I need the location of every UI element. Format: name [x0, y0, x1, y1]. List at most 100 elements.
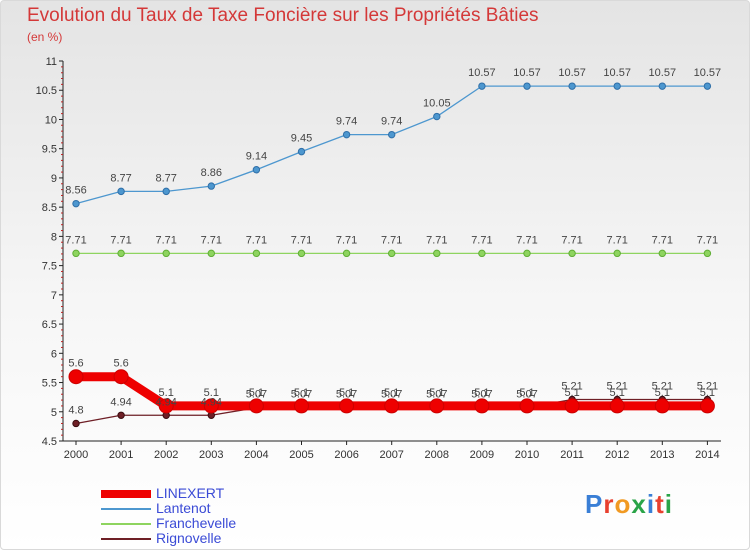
data-label-franchevelle: 7.71: [155, 234, 176, 246]
data-label-linexert: 5.1: [204, 387, 219, 399]
data-label-rignovelle: 4.94: [201, 396, 222, 408]
data-label-lantenot: 10.57: [513, 67, 541, 79]
x-tick-label: 2011: [560, 449, 584, 461]
data-label-linexert: 5.1: [159, 387, 174, 399]
data-label-lantenot: 8.77: [155, 172, 176, 184]
proxiti-logo: Proxiti: [585, 489, 673, 520]
data-label-rignovelle: 5.07: [336, 389, 357, 401]
y-tick-label: 6: [51, 348, 57, 360]
y-tick-label: 5.5: [42, 378, 57, 390]
data-point-linexert: [203, 398, 219, 414]
data-label-franchevelle: 7.71: [65, 234, 86, 246]
legend-label: Franchevelle: [156, 515, 237, 531]
legend-swatch: [101, 522, 151, 525]
y-tick-label: 8.5: [42, 202, 57, 214]
data-point-franchevelle: [568, 249, 576, 258]
x-tick-label: 2003: [199, 449, 223, 461]
data-label-linexert: 5.6: [68, 358, 83, 370]
y-tick-label: 6.5: [42, 319, 57, 331]
data-label-linexert: 5.1: [339, 387, 354, 399]
data-point-franchevelle: [703, 249, 712, 258]
data-label-rignovelle: 5.21: [652, 380, 673, 392]
data-label-rignovelle: 5.07: [381, 389, 402, 401]
x-tick-label: 2012: [605, 449, 629, 461]
data-label-rignovelle: 5.21: [697, 380, 718, 392]
data-label-rignovelle: 5.21: [606, 380, 627, 392]
data-point-lantenot: [162, 187, 170, 196]
x-tick-label: 2002: [154, 449, 178, 461]
data-label-linexert: 5.1: [429, 387, 444, 399]
data-label-franchevelle: 7.71: [652, 234, 673, 246]
data-point-linexert: [113, 369, 129, 385]
data-point-franchevelle: [342, 249, 351, 258]
data-point-lantenot: [252, 166, 261, 174]
x-tick-label: 2009: [470, 449, 494, 461]
x-tick-label: 2006: [334, 449, 358, 461]
data-point-lantenot: [703, 82, 712, 90]
data-label-franchevelle: 7.71: [516, 234, 537, 246]
data-point-franchevelle: [207, 249, 216, 258]
data-label-lantenot: 9.14: [246, 151, 267, 163]
y-tick-label: 4.5: [42, 436, 57, 448]
data-point-linexert: [654, 398, 670, 414]
legend-swatch: [101, 489, 151, 498]
data-point-linexert: [339, 398, 355, 414]
data-point-rignovelle: [72, 419, 80, 428]
y-tick-label: 11: [46, 56, 57, 68]
legend-label: LINEXERT: [156, 485, 225, 501]
data-label-franchevelle: 7.71: [336, 234, 357, 246]
data-point-linexert: [384, 398, 400, 414]
x-tick-label: 2010: [515, 449, 539, 461]
data-point-franchevelle: [297, 249, 306, 258]
data-label-rignovelle: 5.21: [561, 380, 582, 392]
data-point-franchevelle: [658, 249, 666, 258]
data-point-lantenot: [117, 187, 125, 196]
y-tick-label: 9: [51, 173, 57, 185]
data-label-linexert: 5.1: [564, 387, 579, 399]
data-point-lantenot: [207, 182, 216, 190]
legend-swatch: [101, 507, 151, 510]
data-label-lantenot: 8.77: [110, 172, 131, 184]
data-point-franchevelle: [72, 249, 80, 258]
data-point-linexert: [564, 398, 580, 414]
data-point-lantenot: [433, 112, 441, 121]
data-point-lantenot: [568, 82, 576, 90]
data-label-franchevelle: 7.71: [381, 234, 402, 246]
data-point-lantenot: [478, 82, 486, 90]
data-label-rignovelle: 5.07: [426, 389, 447, 401]
data-point-linexert: [68, 369, 84, 385]
data-point-lantenot: [523, 82, 531, 90]
data-label-lantenot: 9.45: [291, 133, 312, 145]
data-point-franchevelle: [388, 249, 396, 258]
data-label-franchevelle: 7.71: [291, 234, 312, 246]
logo-letter: P: [585, 489, 604, 519]
x-tick-label: 2005: [289, 449, 313, 461]
data-label-linexert: 5.1: [474, 387, 489, 399]
logo-letter: i: [646, 489, 656, 519]
logo-letter: x: [631, 489, 647, 519]
data-point-linexert: [519, 398, 535, 414]
data-label-lantenot: 10.57: [468, 67, 496, 79]
y-tick-label: 10: [45, 114, 57, 126]
legend-item: LINEXERT: [101, 486, 236, 501]
data-point-franchevelle: [433, 249, 441, 258]
data-label-franchevelle: 7.71: [426, 234, 447, 246]
data-label-lantenot: 10.05: [423, 98, 451, 110]
logo-letter: t: [655, 489, 665, 519]
data-label-lantenot: 8.86: [201, 167, 222, 179]
data-point-linexert: [429, 398, 445, 414]
data-point-franchevelle: [478, 249, 486, 258]
x-tick-label: 2007: [379, 449, 403, 461]
logo-letter: o: [614, 489, 632, 519]
data-label-franchevelle: 7.71: [110, 234, 131, 246]
data-label-linexert: 5.1: [519, 387, 534, 399]
data-point-linexert: [474, 398, 490, 414]
data-label-rignovelle: 4.94: [110, 396, 131, 408]
data-label-lantenot: 9.74: [381, 116, 402, 128]
data-label-linexert: 5.1: [610, 387, 625, 399]
data-label-linexert: 5.1: [249, 387, 264, 399]
y-tick-label: 8: [51, 231, 57, 243]
x-tick-label: 2008: [425, 449, 449, 461]
